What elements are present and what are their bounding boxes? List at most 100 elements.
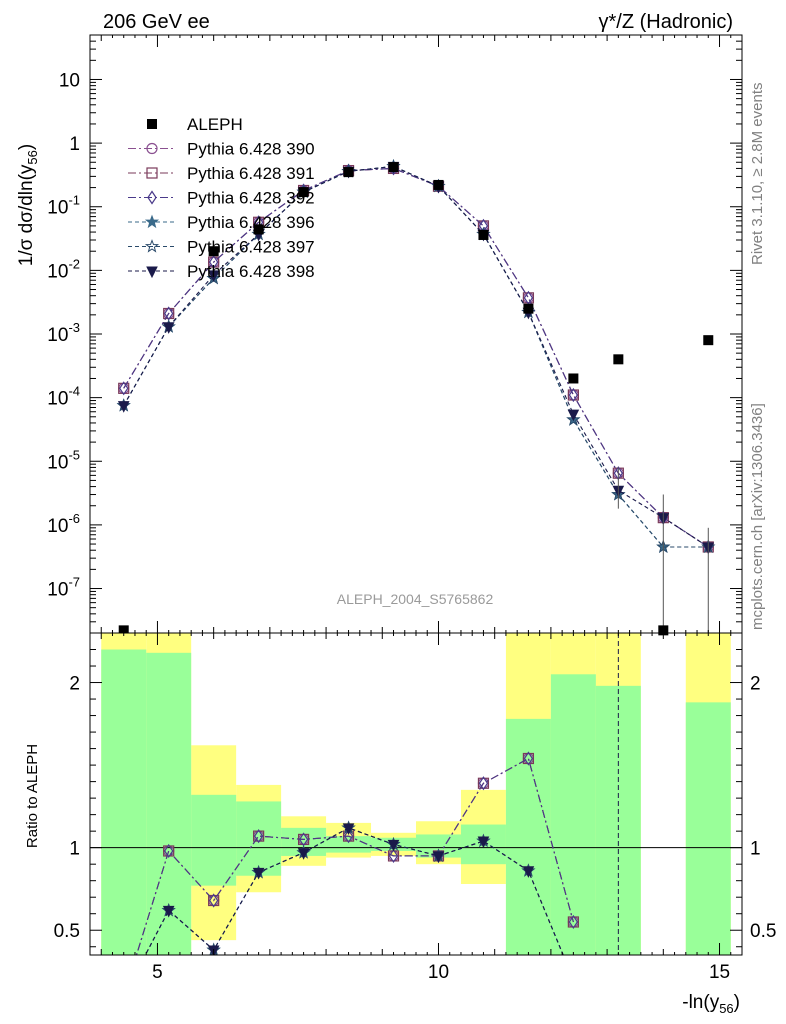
- marker-data: [613, 354, 624, 365]
- marker-data: [478, 229, 489, 240]
- uncertainty-band-green: [416, 834, 461, 858]
- ratio-y-tick-label: 0.5: [54, 921, 80, 942]
- x-axis-label: -ln(y56): [682, 992, 740, 1016]
- legend-label: Pythia 6.428 391: [187, 164, 315, 183]
- x-tick-label: 5: [152, 962, 163, 983]
- uncertainty-band-green: [505, 718, 551, 955]
- uncertainty-band-green: [326, 836, 372, 853]
- marker-triangle: [162, 322, 175, 334]
- main-panel: 10-7 10-6 10-5 10-4 10-3 10-2 10-1 1 10 1/σ dσ/d…: [16, 34, 743, 636]
- uncertainty-band-green: [101, 649, 147, 955]
- marker-triangle: [146, 266, 158, 279]
- y-tick-label: 10-2: [47, 256, 80, 282]
- marker-star: [144, 239, 160, 253]
- ratio-series-line: [135, 757, 574, 955]
- marker-diamond: [163, 843, 174, 859]
- marker-triangle: [432, 851, 445, 864]
- y-tick-exponent: -3: [68, 320, 80, 335]
- marker-triangle: [477, 836, 490, 849]
- y-tick-label: 10: [59, 70, 80, 91]
- x-tick-label: 15: [709, 962, 730, 983]
- ratio-panel: 0.5 0.5 1 1 2 2 5 10 15 Ratio to ALEPH -ln(y56): [24, 632, 776, 1016]
- marker-triangle: [207, 270, 220, 282]
- marker-data: [388, 162, 399, 173]
- marker-diamond: [208, 893, 219, 908]
- marker-star: [144, 214, 160, 229]
- y-tick-label: 10-7: [47, 575, 80, 601]
- marker-diamond: [568, 387, 579, 403]
- marker-data: [208, 246, 219, 257]
- y-tick-label: 1: [69, 134, 80, 155]
- main-plot-area: [116, 158, 716, 636]
- x-tick-label: 10: [428, 962, 449, 983]
- ratio-y-tick-label-right: 2: [750, 674, 761, 695]
- uncertainty-band-green: [550, 674, 596, 955]
- marker-triangle: [342, 823, 355, 835]
- legend-label: Pythia 6.428 397: [187, 238, 315, 257]
- main-y-axis: 10-7 10-6 10-5 10-4 10-3 10-2 10-1 1 10: [47, 34, 742, 634]
- marker-diamond: [253, 829, 264, 844]
- y-tick-exponent: -6: [68, 511, 80, 526]
- legend-label: Pythia 6.428 390: [187, 140, 315, 159]
- ratio-plot-area: [90, 633, 742, 955]
- marker-data: [703, 335, 714, 346]
- uncertainty-band-green: [236, 801, 282, 876]
- series-line: [123, 167, 709, 548]
- marker-diamond: [523, 751, 534, 766]
- marker-data: [523, 303, 534, 314]
- y-tick-exponent: -2: [68, 256, 80, 271]
- y-tick-exponent: -7: [68, 575, 80, 590]
- marker-triangle: [297, 848, 310, 860]
- legend-label-data: ALEPH: [187, 115, 243, 134]
- main-y-label: 1/σ dσ/dln(y56): [16, 144, 40, 266]
- marker-triangle: [567, 409, 580, 422]
- marker-triangle: [162, 905, 175, 918]
- marker-circle: [146, 142, 158, 155]
- marker-diamond: [208, 254, 219, 270]
- mcplots-label: mcplots.cern.ch [arXiv:1306.3436]: [749, 403, 766, 630]
- marker-square: [146, 167, 158, 179]
- header-left: 206 GeV ee: [103, 11, 210, 33]
- ratio-y-tick-label: 1: [69, 839, 80, 860]
- uncertainty-band-green: [191, 794, 237, 886]
- legend-label: Pythia 6.428 398: [187, 262, 315, 281]
- y-tick-label: 10-1: [47, 193, 80, 219]
- marker-triangle: [387, 839, 400, 852]
- header-right: γ*/Z (Hadronic): [599, 11, 733, 33]
- marker-diamond: [388, 848, 399, 864]
- marker-data: [568, 373, 579, 384]
- marker-diamond: [568, 914, 579, 930]
- marker-data: [433, 179, 444, 190]
- watermark: ALEPH_2004_S5765862: [337, 591, 494, 607]
- marker-triangle: [522, 866, 535, 878]
- ratio-content: [90, 633, 742, 955]
- main-series-group: [116, 158, 716, 633]
- y-tick-exponent: -4: [68, 384, 80, 399]
- y-tick-label: 10-3: [47, 320, 80, 346]
- marker-diamond: [478, 776, 489, 791]
- y-tick-exponent: -1: [68, 193, 80, 208]
- legend-label: Pythia 6.428 396: [187, 213, 315, 232]
- ratio-axes: 0.5 0.5 1 1 2 2 5 10 15: [54, 633, 776, 983]
- marker-data: [147, 119, 157, 129]
- legend: ALEPH Pythia 6.428 390 Pythia 6.428 391 Pyt…: [128, 115, 315, 281]
- marker-diamond: [147, 190, 157, 205]
- uncertainty-band-green: [685, 702, 731, 955]
- y-tick-exponent: -5: [68, 447, 80, 462]
- marker-data: [253, 224, 264, 235]
- ratio-y-label: Ratio to ALEPH: [24, 744, 41, 848]
- y-tick-label: 10-4: [47, 384, 80, 410]
- marker-data: [298, 187, 309, 198]
- marker-triangle: [252, 867, 265, 880]
- y-tick-label: 10-5: [47, 447, 80, 473]
- marker-triangle: [117, 401, 130, 413]
- legend-label: Pythia 6.428 392: [187, 189, 315, 208]
- marker-data: [343, 167, 354, 178]
- ratio-y-tick-label-right: 0.5: [750, 921, 776, 942]
- ratio-y-tick-label: 2: [69, 674, 80, 695]
- marker-star: [566, 412, 581, 426]
- y-tick-label: 10-6: [47, 511, 80, 537]
- marker-diamond: [119, 381, 129, 396]
- marker-diamond: [343, 829, 354, 844]
